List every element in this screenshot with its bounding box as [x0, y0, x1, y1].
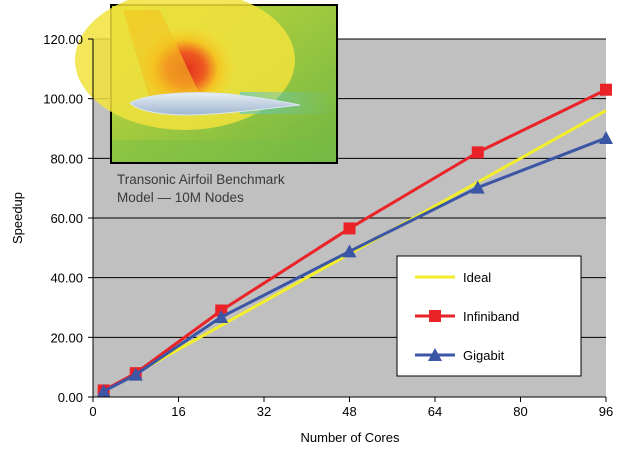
- data-point: [214, 310, 229, 324]
- x-axis-title: Number of Cores: [301, 430, 400, 445]
- y-tick-labels: 0.00 20.00 40.00 60.00 80.00 100.00 120.00: [43, 32, 93, 405]
- y-tick-label: 120.00: [43, 32, 83, 47]
- series-gigabit: [96, 131, 613, 398]
- y-tick-label: 20.00: [50, 330, 83, 345]
- y-tick-label: 60.00: [50, 211, 83, 226]
- x-tick-label: 80: [513, 404, 527, 419]
- legend-label: Gigabit: [463, 348, 505, 363]
- series-line: [102, 136, 607, 393]
- x-tick-label: 48: [342, 404, 356, 419]
- data-point: [471, 146, 484, 159]
- legend-label: Ideal: [463, 270, 491, 285]
- data-point: [600, 83, 612, 96]
- x-tick-label: 32: [257, 404, 271, 419]
- inset-caption-line-1: Transonic Airfoil Benchmark: [117, 172, 285, 187]
- airfoil-flow-image: [75, 0, 338, 164]
- x-tick-label: 0: [89, 404, 96, 419]
- legend-label: Infiniband: [463, 309, 519, 324]
- data-point: [470, 180, 485, 194]
- data-point: [96, 384, 111, 398]
- y-tick-label: 0.00: [58, 390, 83, 405]
- legend-marker: [428, 348, 442, 361]
- data-point: [128, 367, 143, 381]
- data-point: [599, 131, 613, 145]
- series-layer: [96, 83, 613, 398]
- x-tick-labels: 0 16 32 48 64 80 96: [89, 397, 613, 419]
- inset-caption-line-2: Model — 10M Nodes: [117, 190, 244, 205]
- x-tick-label: 96: [599, 404, 613, 419]
- y-tick-label: 100.00: [43, 92, 83, 107]
- data-point: [342, 244, 357, 258]
- x-tick-label: 16: [171, 404, 185, 419]
- y-tick-label: 40.00: [50, 271, 83, 286]
- legend: Ideal Infiniband Gigabit: [396, 255, 582, 377]
- y-tick-label: 80.00: [50, 151, 83, 166]
- x-tick-label: 64: [428, 404, 442, 419]
- data-point: [343, 222, 356, 235]
- legend-marker: [429, 310, 441, 322]
- y-axis-title: Speedup: [10, 192, 25, 244]
